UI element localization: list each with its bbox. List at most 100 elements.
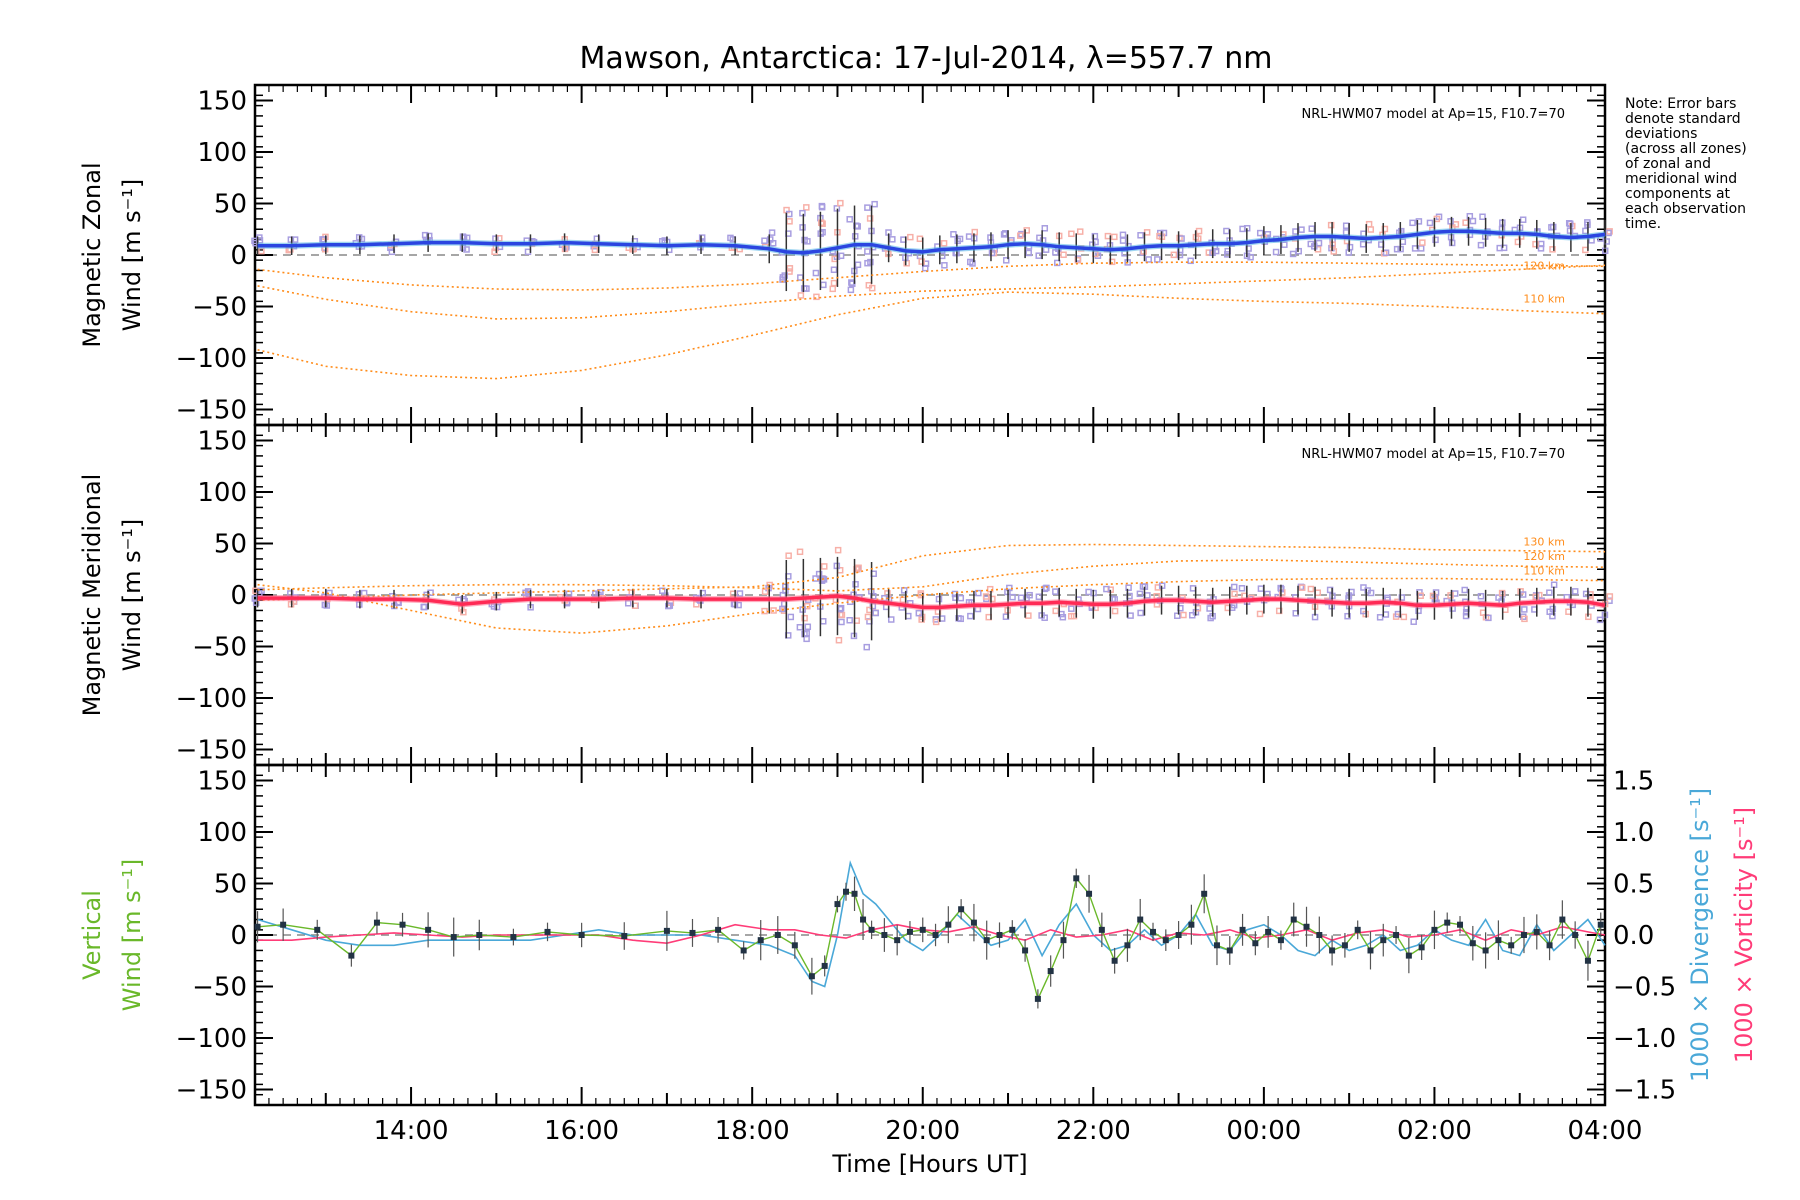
zone-point bbox=[1103, 585, 1110, 593]
vertical-wind-point bbox=[1022, 947, 1029, 954]
zone-point bbox=[804, 602, 811, 610]
zone-point bbox=[1281, 241, 1288, 248]
zone-point bbox=[1212, 247, 1220, 255]
note-line: deviations bbox=[1625, 126, 1697, 142]
zone-point bbox=[1119, 237, 1127, 244]
zone-point bbox=[1495, 594, 1502, 601]
meridional-panel: NRL-HWM07 model at Ap=15, F10.7=70 Magne… bbox=[78, 423, 1614, 767]
zone-point bbox=[1398, 594, 1406, 601]
zone-point bbox=[421, 603, 428, 611]
vertical-wind-point bbox=[1597, 921, 1604, 928]
vertical-wind-point bbox=[834, 901, 841, 908]
vertical-wind-point bbox=[450, 934, 457, 941]
zone-point bbox=[1272, 248, 1280, 256]
zonal-panel: NRL-HWM07 model at Ap=15, F10.7=70 Magne… bbox=[78, 83, 1613, 427]
zone-point bbox=[864, 259, 871, 267]
zone-point bbox=[624, 600, 632, 607]
zone-point bbox=[1359, 240, 1367, 248]
zone-point bbox=[818, 577, 826, 584]
vertical-wind-point bbox=[689, 929, 696, 936]
vertical-wind-point bbox=[1239, 926, 1246, 933]
vertical-ylabel-line2: Wind [m s⁻¹] bbox=[118, 859, 146, 1011]
zone-point bbox=[1206, 605, 1213, 612]
y2-tick-label: −0.5 bbox=[1613, 973, 1676, 1003]
vertical-wind-point bbox=[1457, 921, 1464, 928]
zone-point bbox=[866, 215, 874, 222]
zone-point bbox=[1426, 219, 1434, 227]
model-curve bbox=[257, 543, 1606, 601]
zone-point bbox=[1041, 225, 1049, 232]
zone-point bbox=[1298, 584, 1306, 591]
zone-point bbox=[1068, 605, 1075, 612]
model-altitude-label: 130 km bbox=[1523, 536, 1565, 549]
vertical-wind-point bbox=[1060, 937, 1067, 944]
zone-point bbox=[834, 546, 842, 554]
vertical-wind-point bbox=[314, 926, 321, 933]
x-tick-label: 20:00 bbox=[885, 1116, 960, 1146]
vertical-panel: Vertical Wind [m s⁻¹] 1000 × Divergence … bbox=[78, 763, 1758, 1178]
vertical-wind-point bbox=[1316, 932, 1323, 938]
vertical-wind-point bbox=[1124, 942, 1131, 949]
model-altitude-label: 110 km bbox=[1523, 293, 1565, 306]
note-line: components at bbox=[1625, 186, 1731, 202]
zone-point bbox=[1111, 607, 1119, 615]
vertical-ylabel-line1: Vertical bbox=[78, 890, 106, 980]
y-tick-label: 150 bbox=[197, 766, 247, 796]
y-tick-label: 100 bbox=[197, 138, 247, 168]
zone-point bbox=[1264, 231, 1272, 238]
zone-point bbox=[1400, 613, 1408, 621]
zone-point bbox=[903, 260, 910, 267]
zone-point bbox=[846, 616, 853, 624]
zone-point bbox=[1023, 227, 1030, 234]
zone-point bbox=[940, 240, 948, 247]
y-tick-label: −100 bbox=[176, 684, 247, 714]
zone-point bbox=[922, 264, 929, 272]
zone-point bbox=[813, 293, 820, 301]
zone-point bbox=[852, 581, 859, 588]
vertical-wind-point bbox=[1559, 916, 1566, 923]
zone-point bbox=[907, 233, 914, 241]
note-line: meridional wind bbox=[1625, 171, 1737, 187]
zone-point bbox=[918, 258, 925, 265]
model-altitude-label: 120 km bbox=[1523, 260, 1565, 273]
vertical-wind-point bbox=[1341, 942, 1348, 949]
zone-point bbox=[1409, 219, 1416, 227]
vertical-wind-line bbox=[257, 876, 1602, 1001]
vertical-wind-point bbox=[791, 942, 798, 949]
zone-point bbox=[830, 279, 838, 287]
zone-point bbox=[786, 218, 793, 225]
note-line: Note: Error bars bbox=[1625, 96, 1736, 112]
divergence-ylabel-text: 1000 × Divergence [s⁻¹] bbox=[1686, 788, 1714, 1082]
zone-point bbox=[1041, 614, 1048, 621]
y-tick-label: 0 bbox=[230, 921, 247, 951]
zone-point bbox=[796, 548, 804, 556]
x-tick-label: 22:00 bbox=[1056, 1116, 1131, 1146]
zone-point bbox=[916, 235, 924, 243]
zone-point bbox=[887, 616, 895, 623]
zone-point bbox=[665, 602, 672, 610]
zone-point bbox=[1382, 611, 1390, 618]
vertical-wind-point bbox=[1584, 957, 1591, 964]
zone-point bbox=[829, 285, 836, 293]
zone-point bbox=[818, 219, 825, 226]
zone-point bbox=[786, 210, 793, 218]
vertical-wind-point bbox=[821, 962, 828, 969]
zone-point bbox=[955, 615, 962, 622]
vertical-wind-point bbox=[544, 928, 551, 935]
vertical-wind-point bbox=[1303, 923, 1310, 930]
note-line: each observation bbox=[1625, 201, 1746, 217]
zone-point bbox=[820, 281, 827, 289]
zone-point bbox=[287, 236, 295, 243]
zone-point bbox=[735, 601, 742, 609]
zone-point bbox=[1247, 253, 1254, 261]
zone-point bbox=[1119, 231, 1127, 239]
y-tick-label: −150 bbox=[176, 396, 247, 426]
zone-point bbox=[1571, 588, 1579, 595]
zone-point bbox=[1605, 229, 1612, 237]
zone-point bbox=[1596, 616, 1604, 624]
zone-point bbox=[768, 229, 776, 236]
zone-point bbox=[1052, 607, 1059, 615]
y-tick-label: 100 bbox=[197, 818, 247, 848]
zone-point bbox=[1432, 236, 1439, 244]
zone-point bbox=[837, 199, 844, 207]
